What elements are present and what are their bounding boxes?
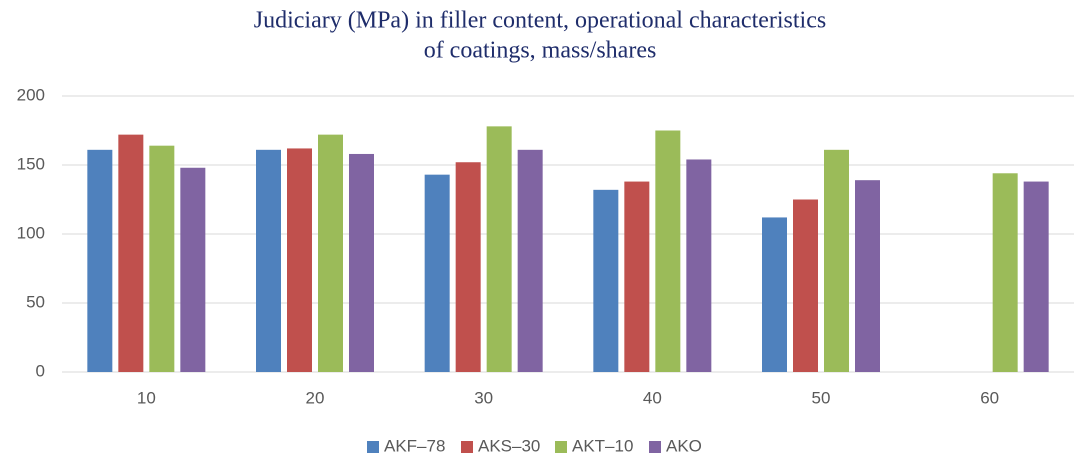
bar (87, 149, 113, 372)
legend-swatch (649, 441, 661, 453)
legend-label: AKT–10 (572, 436, 633, 455)
legend-label: AKS–30 (478, 436, 540, 455)
bar (349, 153, 374, 372)
legend-label: AKO (666, 436, 702, 455)
bar (287, 148, 312, 372)
bar (318, 134, 343, 372)
bar (424, 174, 450, 372)
y-tick-label: 100 (17, 223, 45, 242)
x-tick-label: 10 (137, 388, 156, 407)
bar (824, 149, 849, 372)
y-tick-label: 50 (26, 292, 45, 311)
legend-label: AKF–78 (384, 436, 445, 455)
bar (762, 217, 787, 372)
bar (486, 126, 512, 372)
bar (992, 173, 1018, 372)
x-tick-label: 40 (643, 388, 662, 407)
legend-swatch (555, 441, 567, 453)
bar (1023, 181, 1049, 372)
y-tick-label: 150 (17, 154, 45, 173)
bar (624, 181, 650, 372)
legend-swatch (461, 441, 473, 453)
y-tick-label: 200 (17, 85, 45, 104)
x-tick-label: 60 (980, 388, 999, 407)
bar (180, 167, 206, 372)
x-tick-label: 30 (474, 388, 493, 407)
bar (517, 149, 543, 372)
chart-title: Judiciary (MPa) in filler content, opera… (254, 8, 826, 34)
bar (686, 159, 712, 372)
bar (149, 145, 175, 372)
bar (256, 149, 281, 372)
bar (855, 180, 880, 372)
bar (793, 199, 818, 372)
bar (655, 130, 681, 372)
bar (455, 162, 481, 372)
y-tick-label: 0 (36, 361, 45, 380)
x-tick-label: 50 (812, 388, 831, 407)
bar (593, 189, 619, 372)
chart-title: of coatings, mass/shares (424, 38, 657, 64)
bar (118, 134, 144, 372)
legend-swatch (367, 441, 379, 453)
x-tick-label: 20 (306, 388, 325, 407)
